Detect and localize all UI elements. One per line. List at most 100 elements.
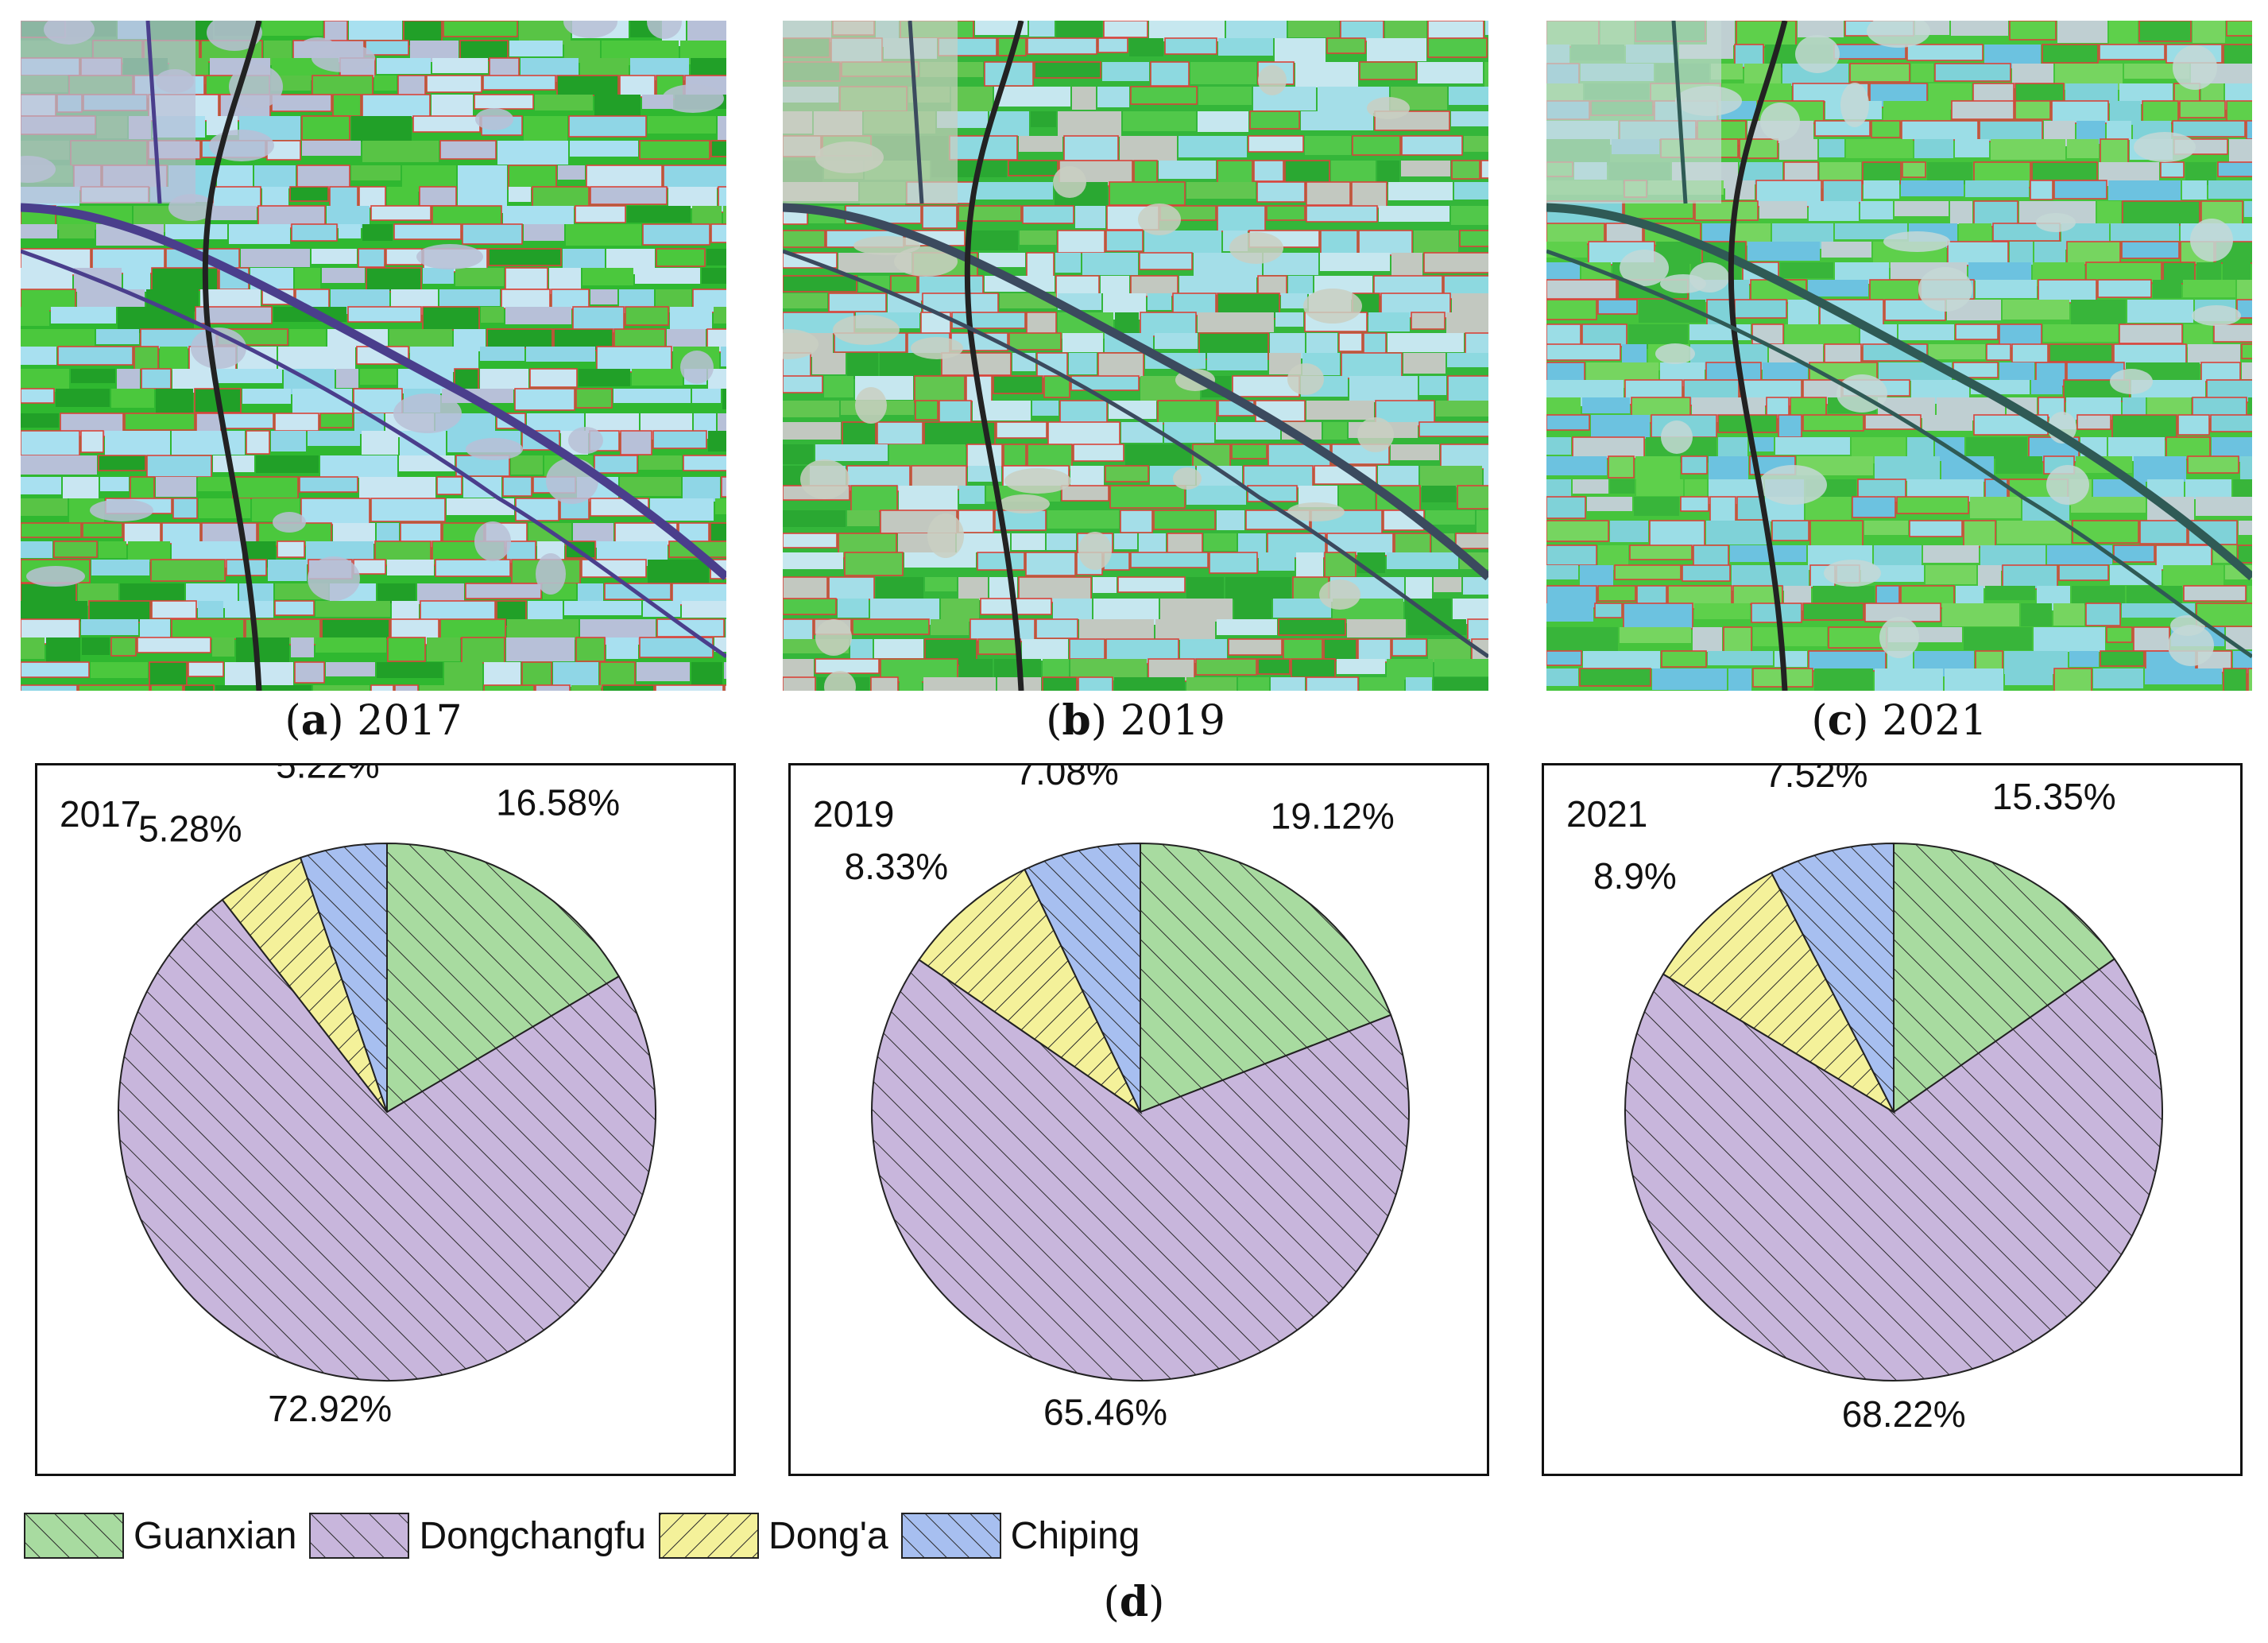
- field-parcel: [21, 413, 59, 428]
- field-parcel: [2244, 201, 2252, 217]
- data-label-chiping: 7.52%: [1764, 765, 1867, 795]
- field-parcel: [465, 583, 542, 599]
- field-parcel: [497, 141, 568, 165]
- field-parcel: [2093, 668, 2143, 688]
- field-parcel: [63, 477, 99, 498]
- road: [1546, 203, 2252, 581]
- field-parcel: [1986, 343, 2011, 361]
- data-label-chiping: 7.08%: [1015, 765, 1118, 792]
- field-parcel: [1869, 279, 1920, 302]
- field-parcel: [277, 541, 305, 558]
- field-parcel: [1809, 201, 1859, 221]
- pie-slice-donga: [1662, 871, 1896, 1114]
- data-label-donga: 8.33%: [845, 846, 948, 887]
- field-parcel: [1207, 353, 1268, 370]
- field-parcel: [1864, 521, 1908, 535]
- field-parcel: [439, 140, 497, 160]
- field-parcel: [123, 522, 161, 545]
- village-cluster: [1258, 65, 1287, 95]
- field-parcel: [2058, 564, 2109, 581]
- pie-slice-guanxian: [386, 842, 621, 1114]
- field-parcel: [2067, 139, 2099, 158]
- field-parcel: [432, 58, 488, 73]
- field-parcel: [2213, 324, 2252, 343]
- field-parcel: [21, 455, 97, 475]
- field-parcel: [1391, 253, 1422, 277]
- field-parcel: [923, 677, 996, 691]
- field-parcel: [1079, 619, 1154, 639]
- field-parcel: [216, 369, 282, 383]
- field-parcel: [1257, 658, 1291, 675]
- field-parcel: [1323, 638, 1357, 661]
- field-parcel: [1075, 206, 1105, 228]
- field-parcel: [1101, 276, 1129, 293]
- field-parcel: [2053, 668, 2092, 691]
- field-parcel: [349, 21, 402, 40]
- field-parcel: [1428, 639, 1470, 662]
- field-parcel: [710, 522, 726, 543]
- field-parcel: [1422, 486, 1456, 502]
- field-parcel: [1043, 659, 1069, 680]
- field-parcel: [635, 268, 700, 284]
- field-parcel: [1447, 375, 1488, 402]
- field-parcel: [528, 601, 563, 619]
- field-parcel: [824, 376, 853, 397]
- field-parcel: [515, 498, 559, 521]
- pie-year-label: 2017: [60, 793, 141, 835]
- field-parcel: [1723, 626, 1752, 653]
- field-parcel: [783, 444, 814, 464]
- field-parcel: [1123, 111, 1196, 131]
- field-parcel: [2185, 479, 2231, 499]
- field-parcel: [996, 421, 1047, 439]
- field-parcel: [1956, 586, 1984, 605]
- field-parcel: [656, 248, 706, 267]
- field-parcel: [336, 369, 358, 388]
- field-parcel: [632, 369, 683, 386]
- field-parcel: [1117, 576, 1186, 593]
- field-parcel: [1614, 564, 1682, 580]
- field-parcel: [146, 455, 212, 478]
- field-parcel: [1414, 231, 1458, 254]
- field-parcel: [1378, 466, 1418, 487]
- field-parcel: [2240, 456, 2252, 479]
- data-label-chiping: 5.22%: [276, 765, 379, 785]
- field-parcel: [1581, 324, 1627, 347]
- field-parcel: [783, 598, 837, 615]
- field-parcel: [1347, 619, 1406, 637]
- field-parcel: [1608, 455, 1635, 479]
- field-parcel: [1963, 520, 1996, 548]
- field-parcel: [1305, 136, 1351, 155]
- field-parcel: [1901, 120, 1979, 141]
- field-parcel: [2065, 83, 2118, 103]
- village-cluster: [662, 84, 724, 113]
- field-parcel: [2236, 299, 2252, 319]
- field-parcel: [1351, 181, 1388, 209]
- field-parcel: [2200, 362, 2241, 382]
- field-parcel: [21, 268, 72, 290]
- field-parcel: [1012, 533, 1045, 550]
- field-parcel: [1835, 223, 1907, 239]
- pie-panel-2021: 15.35% 68.22% 8.9% 7.52% 2021: [1542, 763, 2243, 1476]
- field-parcel: [1822, 180, 1863, 203]
- field-parcel: [1978, 565, 2001, 588]
- legend-swatch-chiping: [900, 1513, 1001, 1559]
- field-parcel: [262, 21, 323, 36]
- pie-chart-2021: 15.35% 68.22% 8.9% 7.52%: [1593, 765, 2163, 1435]
- field-parcel: [599, 661, 636, 689]
- field-parcel: [1295, 62, 1358, 87]
- field-parcel: [1109, 401, 1156, 419]
- field-parcel: [1951, 21, 2008, 36]
- field-parcel: [509, 187, 531, 202]
- field-parcel: [558, 165, 585, 180]
- field-parcel: [1058, 111, 1121, 137]
- field-parcel: [1022, 639, 1068, 661]
- field-parcel: [1968, 262, 2031, 281]
- field-parcel: [374, 76, 397, 91]
- field-parcel: [1813, 586, 1875, 605]
- field-parcel: [455, 455, 510, 477]
- village-cluster: [1661, 420, 1693, 454]
- field-parcel: [2113, 544, 2155, 563]
- field-parcel: [1069, 353, 1097, 374]
- field-parcel: [1105, 465, 1149, 482]
- field-parcel: [1976, 280, 2037, 298]
